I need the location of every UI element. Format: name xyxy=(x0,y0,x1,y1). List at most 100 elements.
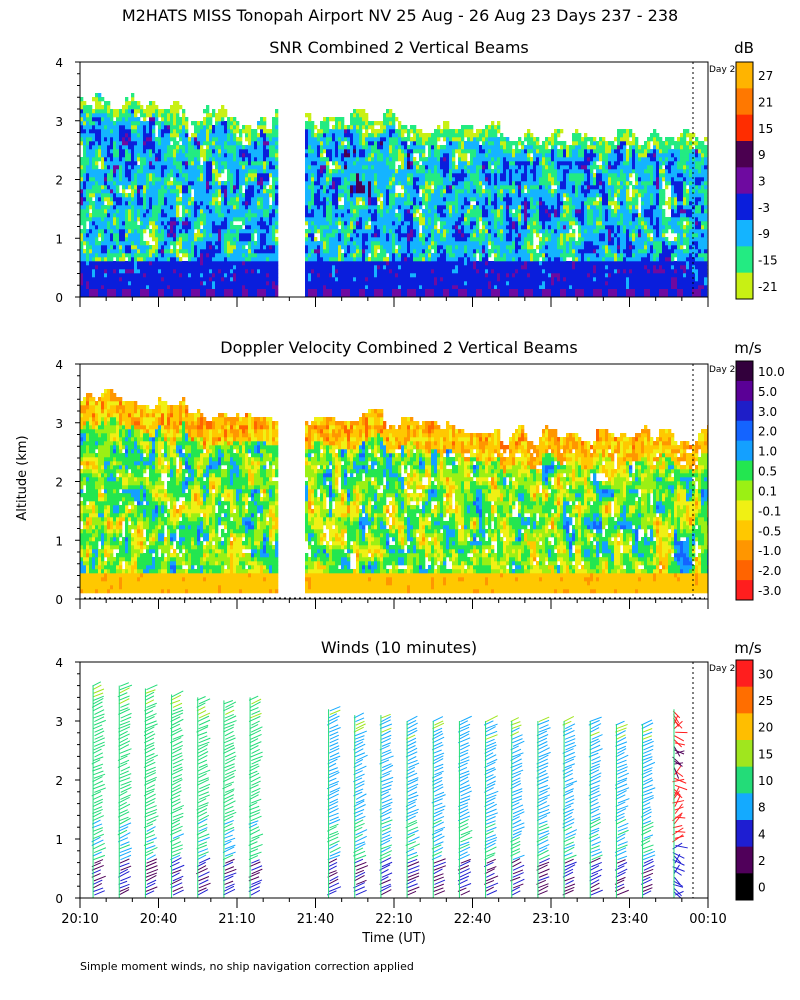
snr-cell xyxy=(83,201,87,206)
snr-cell xyxy=(368,197,372,202)
snr-cell xyxy=(335,237,339,242)
snr-cell xyxy=(173,237,177,242)
snr-cell xyxy=(380,165,384,170)
snr-cell xyxy=(194,209,198,214)
snr-cell xyxy=(362,185,366,190)
snr-cell xyxy=(347,221,351,226)
snr-cell xyxy=(431,269,435,274)
snr-cell xyxy=(248,153,252,158)
snr-cell xyxy=(86,253,90,258)
snr-cell xyxy=(377,129,381,134)
snr-cell xyxy=(212,109,216,114)
snr-cell xyxy=(428,205,432,210)
snr-cell xyxy=(452,241,456,246)
snr-cell xyxy=(338,197,342,202)
snr-cell xyxy=(317,249,321,254)
snr-cell xyxy=(125,213,129,218)
snr-cell xyxy=(215,269,219,274)
snr-cell xyxy=(137,253,141,258)
snr-cell xyxy=(176,117,180,122)
snr-cell xyxy=(449,153,453,158)
snr-cell xyxy=(425,185,429,190)
snr-cell xyxy=(107,117,111,122)
snr-cell xyxy=(260,241,264,246)
snr-cell xyxy=(86,265,90,270)
snr-cell xyxy=(185,217,189,222)
snr-cell xyxy=(419,149,423,154)
snr-cell xyxy=(365,237,369,242)
snr-cell xyxy=(380,289,384,297)
snr-cell xyxy=(413,257,417,262)
snr-cell xyxy=(176,269,180,274)
snr-cell xyxy=(86,165,90,170)
snr-cell xyxy=(215,149,219,154)
snr-cell xyxy=(203,257,207,262)
snr-cell xyxy=(134,273,138,278)
snr-cell xyxy=(377,185,381,190)
snr-cell xyxy=(182,145,186,150)
snr-cell xyxy=(161,109,165,114)
snr-cell xyxy=(137,225,141,230)
snr-cell xyxy=(443,273,447,278)
snr-cell xyxy=(134,109,138,114)
snr-cell xyxy=(170,289,174,297)
snr-cell xyxy=(179,117,183,122)
snr-cell xyxy=(188,277,192,282)
snr-cell xyxy=(416,257,420,262)
snr-cell xyxy=(377,149,381,154)
snr-cell xyxy=(272,141,276,146)
snr-cell xyxy=(401,257,405,262)
snr-cell xyxy=(323,121,327,126)
snr-cell xyxy=(326,265,330,270)
snr-cell xyxy=(125,249,129,254)
snr-cell xyxy=(377,221,381,226)
snr-cell xyxy=(251,165,255,170)
snr-cell xyxy=(422,241,426,246)
snr-cell xyxy=(428,153,432,158)
snr-cell xyxy=(272,181,276,186)
snr-cell xyxy=(446,225,450,230)
snr-cell xyxy=(314,285,318,290)
snr-cell xyxy=(128,257,132,262)
snr-cell xyxy=(113,137,117,142)
snr-cell xyxy=(419,141,423,146)
snr-cell xyxy=(152,129,156,134)
snr-cell xyxy=(134,125,138,130)
snr-cell xyxy=(212,285,216,290)
snr-cell xyxy=(332,173,336,178)
snr-cell xyxy=(377,229,381,234)
snr-cell xyxy=(416,281,420,286)
snr-cell xyxy=(92,157,96,162)
snr-cell xyxy=(344,189,348,194)
snr-cell xyxy=(188,137,192,142)
snr-cell xyxy=(173,197,177,202)
snr-cell xyxy=(209,129,213,134)
snr-cell xyxy=(251,209,255,214)
snr-cell xyxy=(200,173,204,178)
snr-cell xyxy=(383,137,387,142)
snr-cell xyxy=(320,205,324,210)
snr-cell xyxy=(248,225,252,230)
snr-cell xyxy=(323,133,327,138)
snr-cell xyxy=(149,273,153,278)
snr-cell xyxy=(431,137,435,142)
snr-cell xyxy=(230,217,234,222)
snr-cell xyxy=(164,149,168,154)
snr-cell xyxy=(365,273,369,278)
snr-cell xyxy=(203,129,207,134)
snr-cell xyxy=(392,261,396,266)
snr-cell xyxy=(101,285,105,290)
snr-cell xyxy=(365,221,369,226)
snr-cell xyxy=(125,265,129,270)
snr-cell xyxy=(164,161,168,166)
snr-cell xyxy=(83,205,87,210)
snr-cell xyxy=(155,201,159,206)
snr-cell xyxy=(269,229,273,234)
snr-cell xyxy=(266,241,270,246)
snr-cell xyxy=(332,181,336,186)
snr-cell xyxy=(401,185,405,190)
snr-cell xyxy=(392,225,396,230)
snr-cell xyxy=(236,281,240,286)
snr-cell xyxy=(338,149,342,154)
snr-cell xyxy=(389,249,393,254)
